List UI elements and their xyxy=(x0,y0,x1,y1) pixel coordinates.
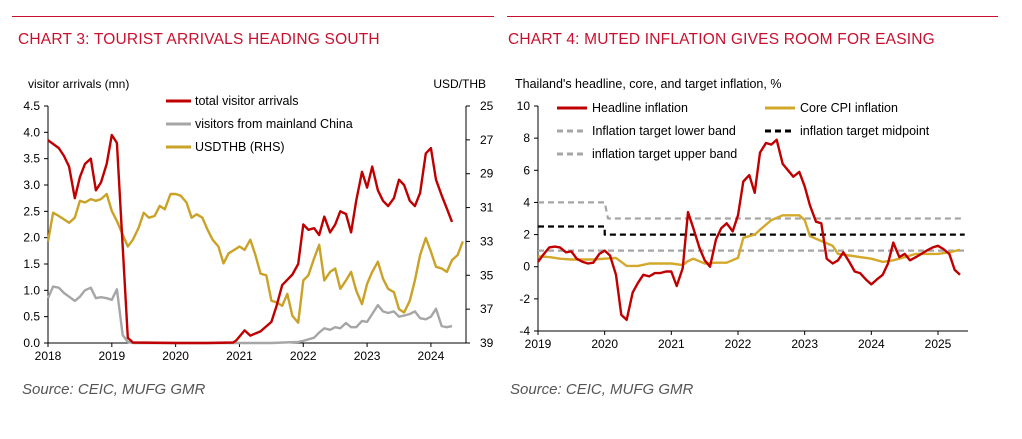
chart4-x-tick-label: 2020 xyxy=(591,337,618,351)
chart3-y2-tick-label: 39 xyxy=(480,336,494,350)
chart4-y-tick-label: -4 xyxy=(519,324,530,338)
chart4-x-tick-label: 2025 xyxy=(925,337,952,351)
chart3-plot: visitor arrivals (mn) USD/THB 0.0 0.5 1.0 1… xyxy=(23,77,494,363)
chart3-x-tick-label: 2021 xyxy=(226,349,253,363)
chart4-y-tick-label: 8 xyxy=(523,131,530,145)
chart4-legend-label: Headline inflation xyxy=(592,101,688,115)
chart3-legend-label: USDTHB (RHS) xyxy=(195,140,285,154)
chart3-y2-tick-label: 25 xyxy=(480,99,494,113)
chart4-y-tick-label: 10 xyxy=(517,99,531,113)
chart4-y-tick-label: -2 xyxy=(519,292,530,306)
chart4-series-core-cpi-inflation xyxy=(537,214,961,268)
chart3-series-total-visitor-arrivals xyxy=(47,133,454,345)
chart3-x-tick-label: 2020 xyxy=(162,349,189,363)
chart3-y2-tick-label: 29 xyxy=(480,167,494,181)
chart4-y-tick-label: 4 xyxy=(523,195,530,209)
chart4-source: Source: CEIC, MUFG GMR xyxy=(510,381,694,398)
chart4-plot: Thailand's headline, core, and target in… xyxy=(515,77,968,351)
chart3-x-tick-label: 2024 xyxy=(418,349,445,363)
chart3-series-usdthb-rhs xyxy=(46,192,464,324)
chart3-x-tick-label: 2019 xyxy=(98,349,125,363)
chart3-series-visitors-from-mainland-china xyxy=(46,285,453,345)
chart4-x-tick-label: 2024 xyxy=(858,337,885,351)
chart4-legend-label: inflation target upper band xyxy=(592,147,737,161)
chart3-y-tick-label: 1.5 xyxy=(23,257,40,271)
chart3-y-tick-label: 4.0 xyxy=(23,125,40,139)
chart4-y-tick-label: 2 xyxy=(523,228,530,242)
chart4-subtitle: Thailand's headline, core, and target in… xyxy=(515,77,781,91)
chart3-left-axis-label: visitor arrivals (mn) xyxy=(28,77,129,91)
chart3-y2-tick-label: 31 xyxy=(480,201,494,215)
chart3-y2-tick-label: 37 xyxy=(480,302,494,316)
chart3-y2-tick-label: 35 xyxy=(480,268,494,282)
chart3-x-tick-label: 2018 xyxy=(35,349,62,363)
chart3-right-axis-label: USD/THB xyxy=(433,77,486,91)
chart3-y-tick-label: 4.5 xyxy=(23,99,40,113)
chart3-y-tick-label: 0.0 xyxy=(23,336,40,350)
chart3-y-tick-label: 2.0 xyxy=(23,231,40,245)
chart4-title: CHART 4: MUTED INFLATION GIVES ROOM FOR … xyxy=(508,31,935,48)
chart4-legend-label: inflation target midpoint xyxy=(800,124,930,138)
chart3-y-tick-label: 1.0 xyxy=(23,283,40,297)
chart4-series-headline-inflation xyxy=(537,138,961,321)
chart3-x-tick-label: 2022 xyxy=(290,349,317,363)
chart4-y-tick-label: 6 xyxy=(523,163,530,177)
chart3-source: Source: CEIC, MUFG GMR xyxy=(22,381,206,398)
chart3-y-tick-label: 3.5 xyxy=(23,152,40,166)
chart3-legend-label: visitors from mainland China xyxy=(195,117,353,131)
chart4-legend-label: Core CPI inflation xyxy=(800,101,898,115)
chart4-x-tick-label: 2019 xyxy=(525,337,552,351)
chart4-series-inflation-target-upper-band xyxy=(538,201,965,220)
chart3-y-tick-label: 3.0 xyxy=(23,178,40,192)
chart3-y-tick-label: 0.5 xyxy=(23,310,40,324)
chart3-y2-tick-label: 27 xyxy=(480,133,494,147)
chart3-y-tick-label: 2.5 xyxy=(23,204,40,218)
chart3-title-rule xyxy=(12,16,494,17)
chart3-x-tick-label: 2023 xyxy=(354,349,381,363)
chart3-panel: CHART 3: TOURIST ARRIVALS HEADING SOUTH … xyxy=(0,0,500,439)
chart3-legend-label: total visitor arrivals xyxy=(195,94,299,108)
chart3-title: CHART 3: TOURIST ARRIVALS HEADING SOUTH xyxy=(18,31,380,48)
chart3-y2-tick-label: 33 xyxy=(480,234,494,248)
chart4-x-tick-label: 2023 xyxy=(791,337,818,351)
chart4-y-tick-label: 0 xyxy=(523,260,530,274)
chart4-title-rule xyxy=(507,16,998,17)
chart4-x-tick-label: 2021 xyxy=(658,337,685,351)
chart4-panel: CHART 4: MUTED INFLATION GIVES ROOM FOR … xyxy=(505,0,1022,439)
chart4-series-inflation-target-midpoint xyxy=(538,225,965,236)
chart4-x-tick-label: 2022 xyxy=(725,337,752,351)
chart4-legend-label: Inflation target lower band xyxy=(592,124,736,138)
